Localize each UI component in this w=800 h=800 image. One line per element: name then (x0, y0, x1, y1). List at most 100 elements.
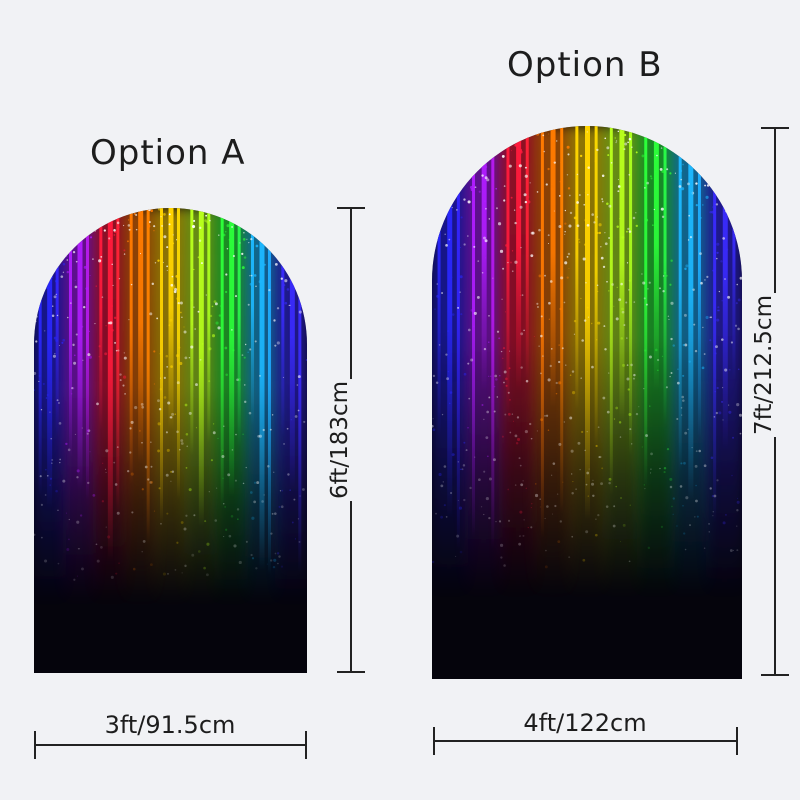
sparkle (539, 506, 541, 508)
sparkle (611, 251, 613, 253)
sparkle (432, 202, 434, 205)
sparkle (621, 307, 624, 311)
sparkle (468, 397, 471, 400)
sparkle (696, 139, 699, 142)
sparkle (680, 462, 683, 465)
sparkle (259, 230, 261, 232)
sparkle (716, 126, 720, 128)
sparkle (273, 319, 276, 322)
option-a-title: Option A (90, 133, 246, 173)
sparkle (524, 200, 528, 204)
sparkle (646, 181, 650, 185)
sparkle (52, 244, 56, 247)
sparkle (688, 214, 691, 217)
sparkle (709, 339, 712, 342)
sparkle (273, 471, 275, 473)
sparkle (734, 231, 737, 234)
sparkle (536, 302, 539, 305)
sparkle (514, 260, 518, 264)
sparkle (634, 126, 638, 129)
sparkle (705, 195, 709, 199)
sparkle (446, 377, 450, 381)
sparkle (179, 311, 182, 314)
sparkle (703, 547, 706, 550)
sparkle (628, 289, 630, 291)
sparkle (665, 274, 668, 277)
sparkle (503, 370, 507, 374)
sparkle (44, 494, 47, 496)
sparkle (631, 146, 633, 149)
sparkle (94, 208, 98, 210)
sparkle (719, 188, 723, 191)
sparkle (681, 414, 683, 416)
sparkle (706, 184, 710, 187)
sparkle (274, 262, 278, 266)
sparkle (212, 431, 216, 435)
sparkle (113, 461, 116, 464)
sparkle (447, 329, 450, 333)
sparkle (211, 305, 214, 308)
sparkle (706, 275, 709, 278)
sparkle (518, 542, 522, 546)
sparkle (231, 226, 233, 228)
sparkle (737, 368, 740, 371)
sparkle (606, 146, 610, 150)
sparkle (277, 562, 279, 565)
sparkle (457, 499, 459, 501)
sparkle (130, 420, 134, 424)
light-streak (594, 126, 598, 447)
sparkle (173, 290, 177, 294)
sparkle (576, 201, 579, 204)
sparkle (451, 126, 453, 128)
light-streak (516, 126, 522, 391)
sparkle (176, 381, 180, 385)
sparkle (514, 221, 517, 225)
sparkle (172, 234, 174, 236)
sparkle (685, 496, 689, 500)
sparkle (254, 340, 257, 343)
sparkle (70, 393, 73, 395)
sparkle (589, 201, 591, 203)
sparkle (463, 243, 466, 246)
sparkle (720, 260, 723, 263)
sparkle (463, 372, 467, 376)
sparkle (529, 182, 531, 184)
sparkle (649, 405, 651, 407)
sparkle (273, 223, 276, 226)
sparkle (58, 345, 60, 347)
sparkle (511, 270, 514, 273)
sparkle (55, 489, 58, 493)
sparkle (83, 208, 85, 211)
sparkle (61, 341, 64, 344)
sparkle (79, 514, 83, 517)
sparkle (659, 287, 661, 290)
sparkle (736, 283, 738, 286)
sparkle (485, 436, 489, 440)
sparkle (470, 188, 474, 192)
sparkle (74, 279, 76, 281)
sparkle (58, 221, 60, 223)
sparkle (74, 433, 76, 435)
sparkle (257, 434, 260, 438)
sparkle (483, 470, 486, 473)
sparkle (123, 253, 126, 255)
sparkle (451, 207, 453, 209)
sparkle (582, 558, 586, 562)
sparkle (601, 200, 604, 203)
sparkle (624, 142, 628, 146)
sparkle (50, 242, 54, 245)
sparkle (712, 515, 714, 517)
sparkle (560, 161, 562, 164)
sparkle (55, 279, 59, 283)
sparkle (456, 534, 460, 538)
sparkle (476, 295, 480, 299)
sparkle (701, 135, 704, 137)
sparkle (128, 228, 131, 231)
sparkle (71, 386, 75, 390)
sparkle (432, 428, 436, 432)
sparkle (566, 174, 569, 176)
sparkle (515, 442, 519, 445)
sparkle (233, 544, 237, 548)
sparkle (544, 565, 548, 569)
sparkle (586, 431, 588, 433)
